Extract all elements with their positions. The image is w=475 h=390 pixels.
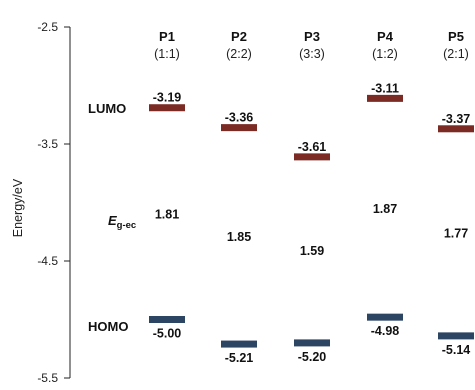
homo-row-label: HOMO	[88, 319, 128, 334]
gap-value-label: 1.85	[227, 230, 251, 244]
homo-bar	[367, 314, 403, 321]
lumo-value-label: -3.61	[298, 140, 327, 154]
y-axis: -2.5 -3.5 -4.5 -5.5	[37, 20, 70, 385]
gap-value-label: 1.77	[444, 226, 468, 240]
category-ratio: (3:3)	[299, 47, 325, 61]
lumo-value-label: -3.19	[153, 91, 182, 105]
homo-bar	[294, 339, 330, 346]
gap-row-label: Eg-ec	[108, 213, 136, 231]
homo-value-label: -5.21	[225, 351, 254, 365]
homo-bar	[438, 332, 474, 339]
category-ratio: (2:2)	[226, 47, 252, 61]
homo-value-label: -5.14	[442, 343, 471, 357]
y-tick-label: -5.5	[37, 371, 58, 385]
lumo-value-label: -3.11	[371, 81, 399, 95]
gap-symbol: E	[108, 213, 117, 228]
lumo-bar	[294, 153, 330, 160]
y-tick-label: -3.5	[37, 137, 58, 151]
category-name: P1	[159, 29, 175, 44]
lumo-value-label: -3.36	[225, 111, 254, 125]
y-axis-label: Energy/eV	[11, 178, 25, 237]
gap-subscript: g-ec	[117, 220, 137, 231]
category-name: P2	[231, 29, 247, 44]
homo-bar	[221, 341, 257, 348]
lumo-row-label: LUMO	[88, 101, 126, 116]
category-name: P5	[448, 29, 464, 44]
energy-levels: P1 (1:1) -3.19 -5.00 1.81 P2 (2:2) -3.36 -5.21 1.…	[149, 29, 474, 365]
homo-value-label: -5.20	[298, 350, 327, 364]
lumo-bar	[438, 125, 474, 132]
lumo-bar	[367, 95, 403, 102]
homo-value-label: -4.98	[371, 324, 400, 338]
homo-bar	[149, 316, 185, 323]
category-name: P3	[304, 29, 320, 44]
y-tick-label: -2.5	[37, 20, 58, 34]
category-ratio: (1:1)	[154, 47, 180, 61]
homo-value-label: -5.00	[153, 327, 182, 341]
y-tick-label: -4.5	[37, 254, 58, 268]
category-ratio: (2:1)	[443, 47, 469, 61]
gap-value-label: 1.81	[155, 208, 179, 222]
category-name: P4	[377, 29, 394, 44]
gap-value-label: 1.59	[300, 244, 324, 258]
lumo-bar	[149, 104, 185, 111]
lumo-value-label: -3.37	[442, 112, 471, 126]
gap-value-label: 1.87	[373, 202, 397, 216]
category-ratio: (1:2)	[372, 47, 398, 61]
lumo-bar	[221, 124, 257, 131]
